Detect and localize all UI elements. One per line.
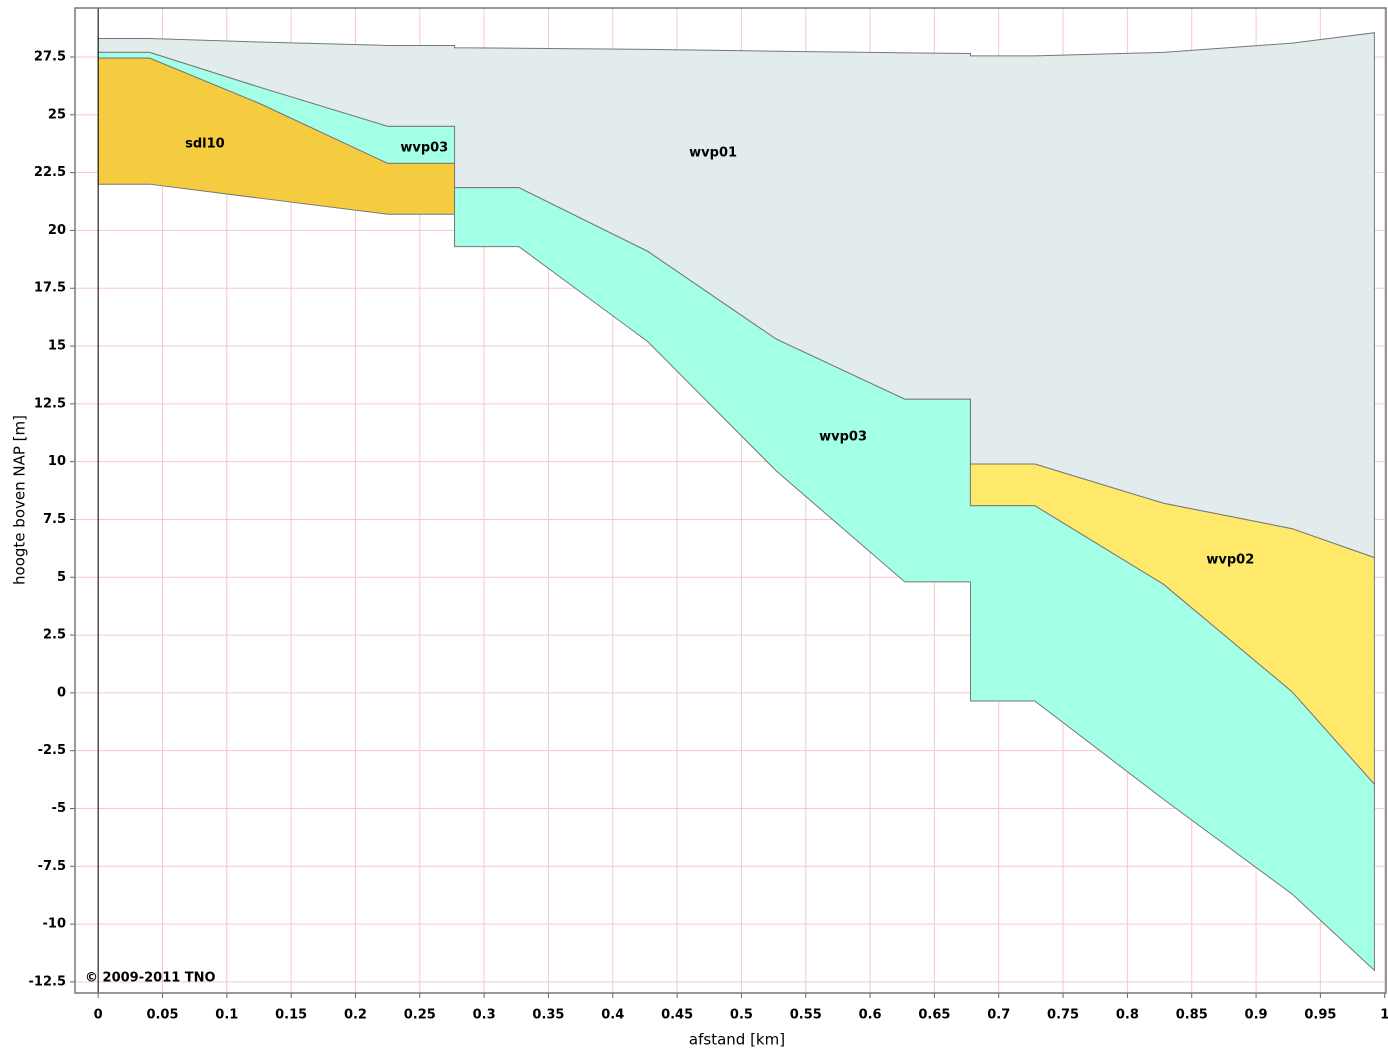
x-tick-label: 0 — [94, 1008, 103, 1023]
layer-label: wvp01 — [689, 145, 737, 160]
y-tick-label: 15 — [48, 339, 66, 354]
y-tick-label: 7.5 — [43, 512, 66, 527]
x-tick-label: 0.05 — [146, 1008, 178, 1023]
layer — [454, 187, 1375, 972]
y-tick-label: 27.5 — [34, 50, 66, 65]
x-tick-label: 0.45 — [661, 1008, 693, 1023]
x-tick-label: 0.9 — [1245, 1008, 1268, 1023]
x-tick-label: 0.65 — [918, 1008, 950, 1023]
layer — [969, 463, 1375, 786]
x-tick-label: 1 — [1380, 1008, 1388, 1023]
y-tick-label: 22.5 — [34, 165, 66, 180]
y-tick-label: 20 — [48, 223, 66, 238]
x-tick-label: 0.3 — [473, 1008, 496, 1023]
x-tick-label: 0.15 — [275, 1008, 307, 1023]
x-tick-label: 0.7 — [987, 1008, 1010, 1023]
x-tick-label: 0.25 — [404, 1008, 436, 1023]
y-axis-label: hoogte boven NAP [m] — [11, 415, 29, 585]
layer-label: wvp03 — [400, 140, 448, 155]
y-tick-label: 5 — [57, 570, 66, 585]
copyright: © 2009-2011 TNO — [85, 971, 216, 986]
x-tick-label: 0.4 — [601, 1008, 624, 1023]
layer-label: wvp03 — [819, 429, 867, 444]
x-tick-label: 0.5 — [730, 1008, 753, 1023]
y-tick-label: 2.5 — [43, 628, 66, 643]
y-tick-label: 25 — [48, 107, 66, 122]
y-tick-label: 17.5 — [34, 281, 66, 296]
y-tick-label: -12.5 — [29, 974, 66, 989]
x-tick-label: 0.55 — [790, 1008, 822, 1023]
x-tick-label: 0.75 — [1047, 1008, 1079, 1023]
layer-label: sdl10 — [185, 136, 225, 151]
y-tick-label: 12.5 — [34, 396, 66, 411]
x-tick-label: 0.95 — [1304, 1008, 1336, 1023]
x-tick-label: 0.1 — [215, 1008, 238, 1023]
x-tick-label: 0.2 — [344, 1008, 367, 1023]
y-tick-label: 0 — [57, 685, 66, 700]
y-tick-label: -5 — [52, 801, 66, 816]
plot-border — [74, 7, 1387, 994]
y-tick-label: 10 — [48, 454, 66, 469]
x-tick-label: 0.85 — [1176, 1008, 1208, 1023]
y-tick-label: -7.5 — [38, 859, 66, 874]
x-tick-label: 0.6 — [859, 1008, 882, 1023]
y-tick-label: -10 — [43, 917, 67, 932]
x-tick-label: 0.35 — [532, 1008, 564, 1023]
layer-label: wvp02 — [1206, 552, 1254, 567]
x-axis-label: afstand [km] — [689, 1031, 785, 1049]
x-tick-label: 0.8 — [1116, 1008, 1139, 1023]
y-tick-label: -2.5 — [38, 743, 66, 758]
